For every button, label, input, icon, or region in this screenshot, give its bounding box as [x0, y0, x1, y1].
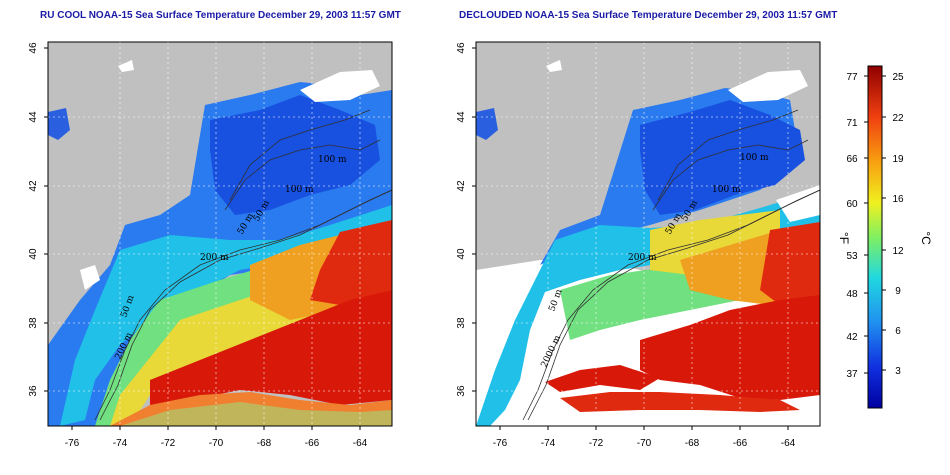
y-tick-label: 40: [456, 248, 467, 260]
colorbar-gradient: [867, 65, 883, 409]
fahrenheit-unit-label: °F: [837, 232, 851, 244]
x-tick-label: -64: [781, 438, 796, 449]
panel-1-title: RU COOL NOAA-15 Sea Surface Temperature …: [40, 10, 401, 21]
colorbar-f-tick: 71: [846, 118, 858, 129]
colorbar-c-tick: 9: [895, 286, 901, 297]
panel-1-x-axis: -76 -74 -72 -70 -68 -66 -64: [65, 426, 368, 449]
y-tick-label: 42: [456, 180, 467, 192]
contour-label: 100 m: [712, 185, 741, 195]
gulf-of-maine-deep-blue: [210, 95, 380, 215]
contour-label: 100 m: [285, 185, 314, 195]
x-tick-label: -70: [637, 438, 652, 449]
x-tick-label: -74: [113, 438, 128, 449]
x-tick-label: -64: [353, 438, 368, 449]
y-tick-label: 46: [456, 42, 467, 54]
colorbar-c-tick: 19: [892, 154, 904, 165]
gulf-stream-core: [150, 290, 392, 410]
x-tick-label: -70: [209, 438, 224, 449]
x-tick-label: -66: [733, 438, 748, 449]
colorbar-c-tick: 25: [892, 72, 904, 83]
contour-label: 200 m: [200, 253, 229, 263]
cloud-patch: [118, 60, 134, 72]
gulf-stream-core: [640, 295, 820, 400]
colorbar-c-tick: 16: [892, 194, 904, 205]
panel-2-title: DECLOUDED NOAA-15 Sea Surface Temperatur…: [459, 10, 838, 21]
contour-label: 100 m: [740, 153, 769, 163]
colorbar-c-tick: 22: [892, 113, 904, 124]
colorbar-f-tick: 42: [846, 332, 858, 343]
panel-1-map: 100 m 100 m 50 m 50 m 200 m 50 m 200 m: [48, 42, 392, 426]
contour-label: 200 m: [628, 253, 657, 263]
y-tick-label: 46: [28, 42, 39, 54]
dotted-graticule: [48, 42, 392, 426]
colorbar-c-tick: 12: [892, 246, 904, 257]
y-tick-label: 42: [28, 180, 39, 192]
shelf-cyan-water: [60, 205, 392, 426]
x-tick-label: -66: [305, 438, 320, 449]
x-tick-label: -76: [65, 438, 80, 449]
cloud-patch: [80, 265, 100, 290]
gulf-stream-red: [310, 220, 392, 305]
colorbar-f-tick: 66: [846, 154, 858, 165]
y-tick-label: 44: [456, 111, 467, 123]
celsius-unit-label: °C: [919, 231, 933, 245]
y-tick-label: 38: [28, 317, 39, 329]
gulf-stream-red: [760, 222, 820, 305]
x-tick-label: -72: [161, 438, 176, 449]
panel-1-frame: [47, 41, 393, 427]
panel-2-y-axis: 46 44 42 40 38 36: [456, 42, 476, 397]
nova-scotia-coast-water: [476, 108, 498, 140]
y-tick-label: 40: [28, 248, 39, 260]
x-tick-label: -68: [685, 438, 700, 449]
x-tick-label: -74: [541, 438, 556, 449]
dotted-graticule: [476, 42, 820, 426]
cloud-patch: [546, 60, 562, 72]
gulf-stream-filament: [545, 365, 660, 392]
colorbar-f-tick: 48: [846, 289, 858, 300]
y-tick-label: 38: [456, 317, 467, 329]
x-tick-label: -68: [257, 438, 272, 449]
y-tick-label: 36: [456, 385, 467, 397]
y-tick-label: 36: [28, 385, 39, 397]
x-tick-label: -72: [589, 438, 604, 449]
colorbar: 77 71 66 60 53 48 42 37 25 22 19 16 12 9…: [837, 65, 933, 409]
y-tick-label: 44: [28, 111, 39, 123]
colorbar-c-tick: 6: [895, 326, 901, 337]
panel-2-frame: [475, 41, 821, 427]
cloud-patch: [776, 185, 820, 222]
x-tick-label: -76: [493, 438, 508, 449]
colorbar-c-tick: 3: [895, 366, 901, 377]
sargasso-speckle: [120, 402, 392, 426]
colorbar-f-tick: 60: [846, 199, 858, 210]
panel-2-map: 100 m 100 m 50 m 50 m 200 m 50 m 2000 m: [476, 42, 820, 426]
panel-2-x-axis: -76 -74 -72 -70 -68 -66 -64: [493, 426, 796, 449]
panel-1-y-axis: 46 44 42 40 38 36: [28, 42, 48, 397]
colorbar-f-tick: 53: [846, 251, 858, 262]
colorbar-f-tick: 77: [846, 72, 858, 83]
contour-label: 100 m: [318, 155, 347, 165]
colorbar-f-tick: 37: [846, 369, 858, 380]
nova-scotia-coast-water: [48, 108, 70, 140]
